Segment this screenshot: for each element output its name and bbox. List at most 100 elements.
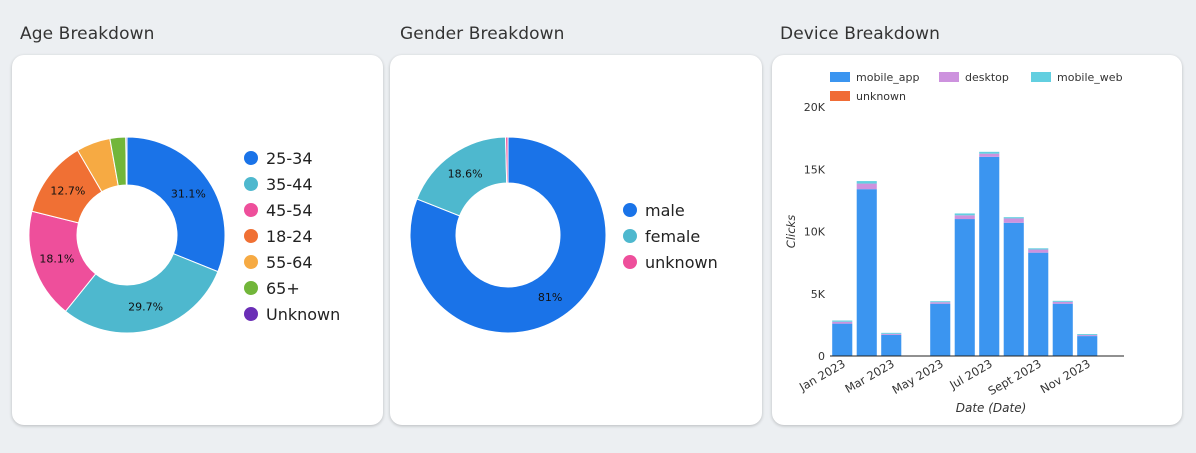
bar-mobile-web-oct-2023[interactable]	[1052, 300, 1073, 302]
bar-mobile-web-jan-2023[interactable]	[832, 320, 853, 322]
device-legend-swatch	[1031, 72, 1051, 82]
x-tick-label: Sept 2023	[986, 356, 1044, 398]
age-legend-label: 55-64	[266, 252, 313, 272]
bar-mobile-app-may-2023[interactable]	[930, 303, 951, 356]
gender-slice-label-female: 18.6%	[448, 168, 483, 181]
age-legend-item-45-54[interactable]: 45-54	[244, 197, 340, 223]
bar-desktop-oct-2023[interactable]	[1052, 301, 1073, 304]
age-legend-swatch	[244, 255, 258, 269]
gender-legend-swatch	[623, 203, 637, 217]
bar-mobile-web-feb-2023[interactable]	[856, 181, 877, 184]
gender-slice-male[interactable]	[409, 136, 607, 334]
age-breakdown-title: Age Breakdown	[20, 24, 155, 44]
gender-legend-label: unknown	[645, 252, 718, 272]
gender-slice-unknown[interactable]	[505, 136, 509, 184]
bar-desktop-aug-2023[interactable]	[1003, 218, 1024, 223]
age-legend-item-25-34[interactable]: 25-34	[244, 145, 340, 171]
gender-legend-swatch	[623, 255, 637, 269]
bar-mobile-web-aug-2023[interactable]	[1003, 217, 1024, 219]
device-legend-item-desktop[interactable]: desktop	[939, 68, 1027, 86]
x-tick-label: Mar 2023	[842, 356, 896, 395]
bar-mobile-app-jan-2023[interactable]	[832, 323, 853, 356]
bar-mobile-web-jul-2023[interactable]	[979, 151, 1000, 154]
bar-mobile-app-oct-2023[interactable]	[1052, 303, 1073, 356]
bar-desktop-nov-2023[interactable]	[1077, 335, 1098, 337]
device-legend-label: unknown	[856, 89, 906, 103]
gender-legend: male female unknown	[623, 197, 718, 275]
bar-desktop-mar-2023[interactable]	[881, 333, 902, 335]
bar-mobile-app-jul-2023[interactable]	[979, 156, 1000, 356]
gender-breakdown-card: 81% 18.6% male female unknown	[390, 55, 762, 425]
age-legend-swatch	[244, 151, 258, 165]
device-legend-label: desktop	[965, 70, 1009, 84]
age-legend-label: 45-54	[266, 200, 313, 220]
age-legend-item-65[interactable]: 65+	[244, 275, 340, 301]
bar-desktop-feb-2023[interactable]	[856, 183, 877, 190]
gender-slice-label-male: 81%	[538, 291, 562, 304]
device-legend-swatch	[830, 91, 850, 101]
age-donut-chart: 31.1% 29.7% 18.1% 12.7%	[28, 136, 226, 334]
device-legend-item-unknown[interactable]: unknown	[830, 87, 906, 105]
bar-mobile-app-aug-2023[interactable]	[1003, 222, 1024, 356]
device-legend-item-mobile-app[interactable]: mobile_app	[830, 68, 935, 86]
bar-mobile-web-nov-2023[interactable]	[1077, 334, 1098, 336]
y-tick-label: 5K	[811, 288, 826, 301]
age-slice-25-34[interactable]	[126, 136, 226, 273]
x-tick-label: May 2023	[890, 356, 946, 396]
y-tick-label: 10K	[804, 226, 826, 239]
x-axis-title: Date (Date)	[956, 401, 1027, 415]
device-legend-swatch	[830, 72, 850, 82]
age-legend-label: 18-24	[266, 226, 313, 246]
device-legend-label: mobile_app	[856, 70, 920, 84]
bar-desktop-may-2023[interactable]	[930, 302, 951, 304]
age-legend-item-55-64[interactable]: 55-64	[244, 249, 340, 275]
age-legend-item-18-24[interactable]: 18-24	[244, 223, 340, 249]
gender-legend-swatch	[623, 229, 637, 243]
y-tick-label: 20K	[804, 101, 826, 114]
age-legend-swatch	[244, 203, 258, 217]
gender-legend-item-female[interactable]: female	[623, 223, 718, 249]
age-legend: 25-34 35-44 45-54 18-24 55-64 65+ Unknown	[244, 145, 340, 327]
age-legend-swatch	[244, 281, 258, 295]
gender-legend-label: male	[645, 200, 685, 220]
y-axis-title: Clicks	[784, 215, 798, 248]
device-legend-label: mobile_web	[1057, 70, 1123, 84]
age-legend-item-35-44[interactable]: 35-44	[244, 171, 340, 197]
age-legend-label: 35-44	[266, 174, 313, 194]
gender-legend-item-unknown[interactable]: unknown	[623, 249, 718, 275]
bar-mobile-app-nov-2023[interactable]	[1077, 336, 1098, 356]
gender-donut-chart: 81% 18.6%	[409, 136, 607, 334]
age-slice-label-45-54: 18.1%	[39, 253, 74, 266]
device-breakdown-title: Device Breakdown	[780, 24, 941, 44]
age-slice-unknown[interactable]	[125, 136, 128, 186]
bar-mobile-web-sept-2023[interactable]	[1028, 248, 1049, 250]
age-legend-label: 25-34	[266, 148, 313, 168]
age-slice-label-18-24: 12.7%	[50, 185, 85, 198]
bar-desktop-jan-2023[interactable]	[832, 321, 853, 324]
y-tick-label: 0	[818, 350, 825, 363]
bar-desktop-sept-2023[interactable]	[1028, 249, 1049, 253]
gender-legend-item-male[interactable]: male	[623, 197, 718, 223]
bar-mobile-app-jun-2023[interactable]	[954, 219, 975, 356]
bar-mobile-web-jun-2023[interactable]	[954, 213, 975, 216]
bar-mobile-app-mar-2023[interactable]	[881, 334, 902, 356]
bar-mobile-app-feb-2023[interactable]	[856, 189, 877, 356]
bar-mobile-web-may-2023[interactable]	[930, 301, 951, 303]
bar-desktop-jun-2023[interactable]	[954, 215, 975, 220]
x-tick-label: Nov 2023	[1038, 356, 1093, 396]
age-breakdown-card: 31.1% 29.7% 18.1% 12.7% 25-34 35-44 45-54 18-2…	[12, 55, 383, 425]
y-tick-label: 15K	[804, 163, 826, 176]
device-legend-swatch	[939, 72, 959, 82]
age-legend-item-unknown[interactable]: Unknown	[244, 301, 340, 327]
bar-mobile-web-mar-2023[interactable]	[881, 332, 902, 334]
bar-desktop-jul-2023[interactable]	[979, 153, 1000, 157]
device-legend-item-mobile-web[interactable]: mobile_web	[1031, 68, 1141, 86]
gender-legend-label: female	[645, 226, 701, 246]
age-legend-swatch	[244, 229, 258, 243]
age-slice-35-44[interactable]	[64, 253, 219, 334]
bar-mobile-app-sept-2023[interactable]	[1028, 252, 1049, 356]
gender-breakdown-title: Gender Breakdown	[400, 24, 565, 44]
